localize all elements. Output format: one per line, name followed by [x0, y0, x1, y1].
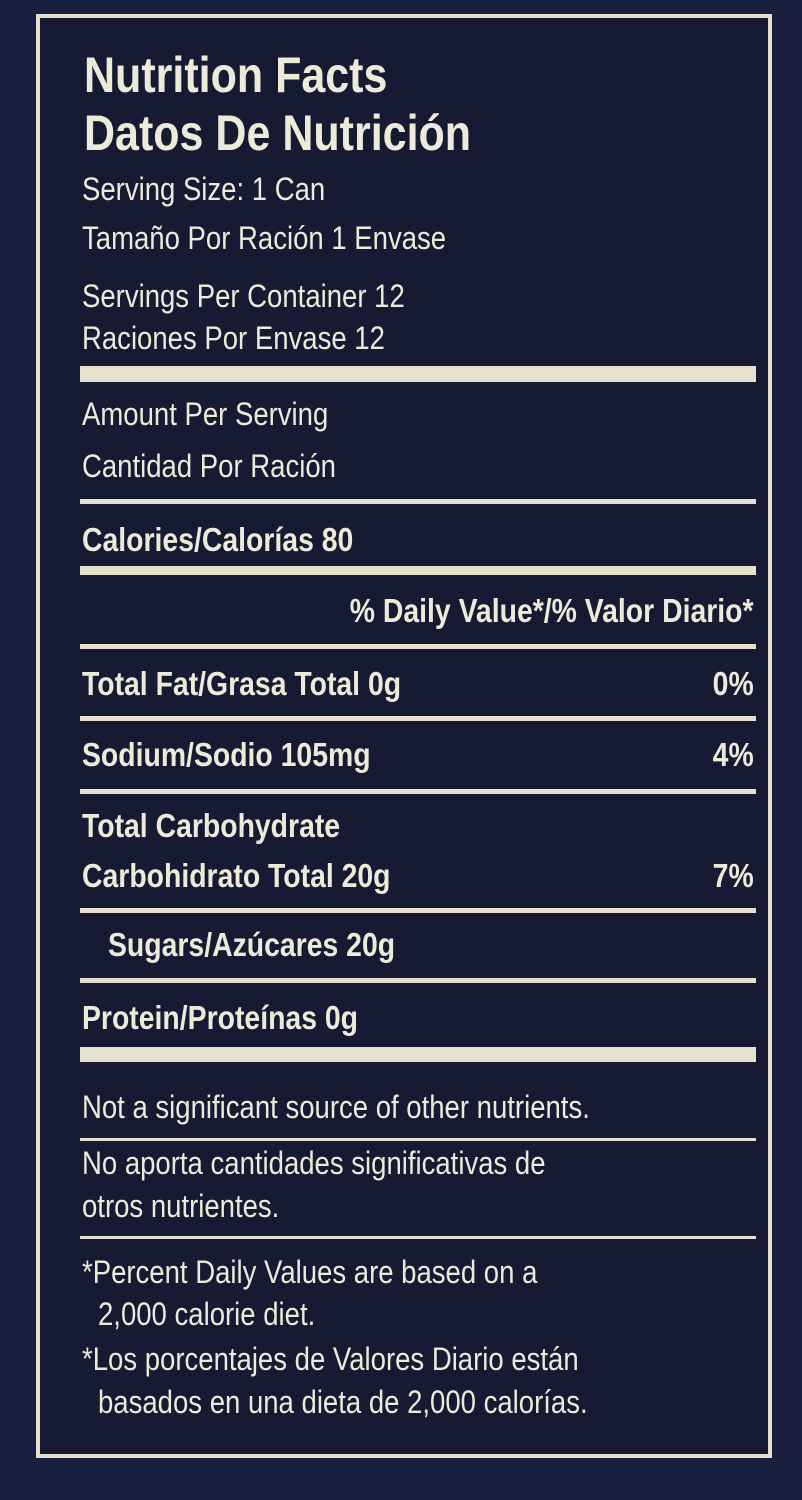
nutrient-sugars: Sugars/Azúcares 20g — [108, 926, 396, 963]
nutrition-facts-panel — [36, 14, 772, 1458]
note-en: Not a significant source of other nutrie… — [82, 1089, 590, 1125]
thick-divider — [80, 1047, 756, 1062]
divider — [80, 908, 756, 913]
title-en: Nutrition Facts — [84, 47, 388, 103]
note-es-1: No aporta cantidades significativas de — [82, 1145, 546, 1181]
divider — [80, 1138, 756, 1141]
divider — [80, 644, 756, 649]
nutrient-sodium: Sodium/Sodio 105mg — [82, 736, 371, 773]
divider — [80, 499, 756, 504]
divider — [80, 716, 756, 721]
medium-divider — [80, 566, 756, 575]
dv-carb: 7% — [712, 857, 754, 894]
calories: Calories/Calorías 80 — [82, 521, 354, 558]
serving-size-es: Tamaño Por Ración 1 Envase — [82, 220, 447, 256]
nutrient-total-fat: Total Fat/Grasa Total 0g — [82, 665, 402, 702]
nutrient-protein: Protein/Proteínas 0g — [82, 999, 358, 1036]
divider — [80, 1236, 756, 1239]
dv-sodium: 4% — [712, 736, 754, 773]
nutrient-carb-en: Total Carbohydrate — [82, 807, 341, 844]
thick-divider — [80, 366, 756, 382]
divider — [80, 978, 756, 983]
servings-en: Servings Per Container 12 — [82, 278, 405, 314]
title-es: Datos De Nutrición — [84, 105, 472, 161]
amount-es: Cantidad Por Ración — [82, 448, 336, 484]
footnote-en-1: *Percent Daily Values are based on a — [82, 1254, 538, 1290]
dv-total-fat: 0% — [712, 665, 754, 702]
servings-es: Raciones Por Envase 12 — [82, 320, 385, 356]
footnote-es-2: basados en una dieta de 2,000 calorías. — [98, 1384, 588, 1420]
amount-en: Amount Per Serving — [82, 396, 329, 432]
nutrient-carb-es: Carbohidrato Total 20g — [82, 857, 391, 894]
footnote-es-1: *Los porcentajes de Valores Diario están — [82, 1341, 579, 1377]
dv-header: % Daily Value*/% Valor Diario* — [350, 592, 754, 629]
divider — [80, 789, 756, 794]
footnote-en-2: 2,000 calorie diet. — [98, 1296, 316, 1332]
note-es-2: otros nutrientes. — [82, 1188, 280, 1224]
serving-size-en: Serving Size: 1 Can — [82, 171, 326, 207]
